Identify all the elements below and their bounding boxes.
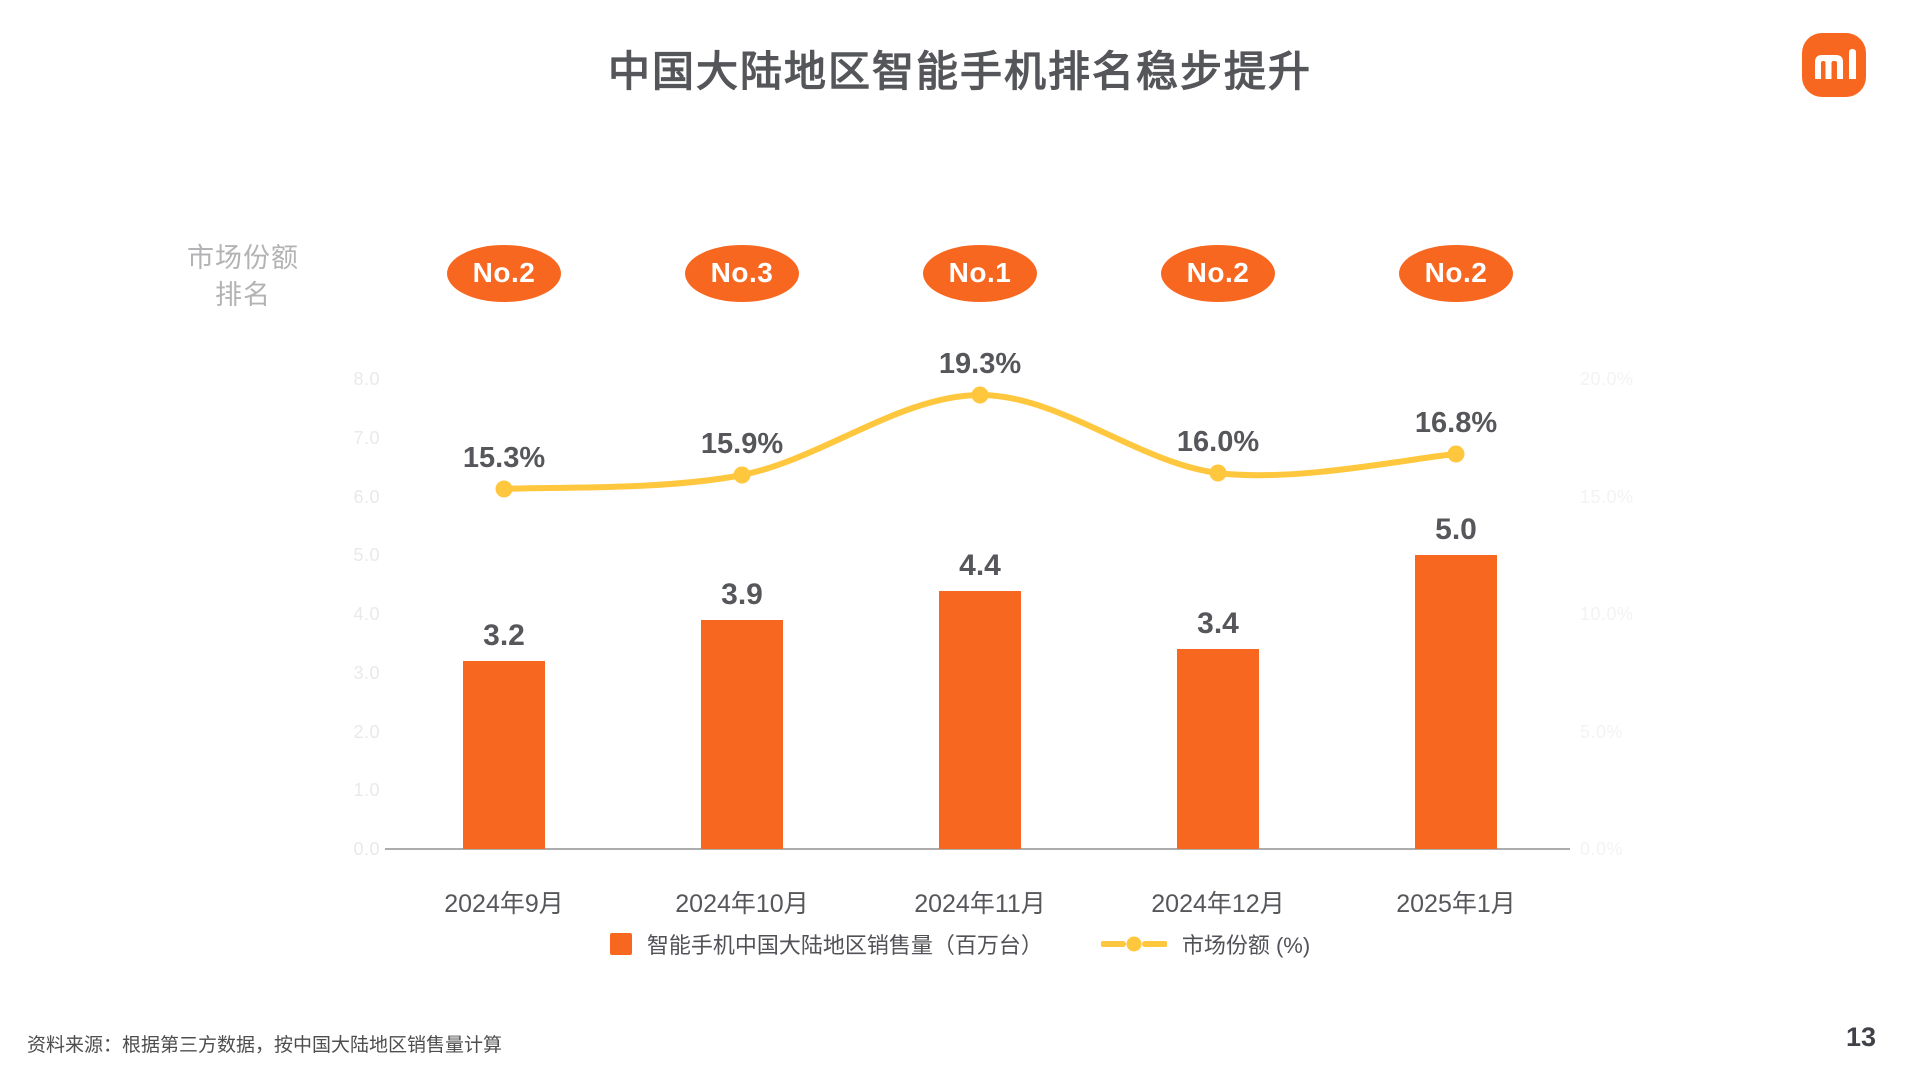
x-axis-label: 2024年9月 [444,890,564,918]
left-axis-tick: 7.0 [353,427,380,448]
market-share-point [1447,445,1465,463]
x-axis-label: 2024年10月 [675,890,809,918]
x-axis-label: 2025年1月 [1396,890,1516,918]
market-share-label: 16.8% [1414,407,1498,439]
left-axis-tick: 1.0 [353,780,380,801]
rank-axis-label-line2: 排名 [215,280,271,310]
source-note: 资料来源：根据第三方数据，按中国大陆地区销售量计算 [27,1035,503,1056]
slide-title: 中国大陆地区智能手机排名稳步提升 [607,48,1312,95]
bar-value-label: 4.4 [959,548,1001,582]
legend-item-share: 市场份额 (%) [1100,928,1311,960]
market-share-point [495,480,513,498]
left-axis-tick: 8.0 [353,369,380,389]
left-axis-tick: 5.0 [353,545,380,566]
bar-series-swatch-icon [609,933,632,955]
right-axis-tick: 10.0% [1580,604,1634,624]
right-axis-tick: 20.0% [1580,369,1634,389]
left-axis-tick: 6.0 [353,486,380,507]
xiaomi-mi-logo-icon [1802,33,1866,97]
xiaomi-logo-svg [1802,33,1866,97]
legend-label-share: 市场份额 (%) [1181,933,1311,958]
x-axis-label: 2024年12月 [1151,890,1285,918]
rank-badge: No.1 [923,244,1037,302]
right-axis-tick: 0.0% [1580,839,1624,859]
rank-badge: No.3 [685,244,799,302]
market-share-point [971,386,989,404]
chart-legend: 智能手机中国大陆地区销售量（百万台） 市场份额 (%) [0,928,1920,960]
x-axis-line [385,848,1570,850]
market-share-label: 16.0% [1176,426,1260,458]
market-share-rank-axis-label: 市场份额 排名 [168,240,318,314]
left-axis-tick: 2.0 [353,721,380,742]
page-number: 13 [1845,1022,1876,1052]
left-axis-tick: 0.0 [353,839,380,859]
x-axis-label: 2024年11月 [914,890,1046,918]
sales-bar [939,590,1021,849]
line-series-swatch-icon [1100,936,1167,952]
sales-bar [463,661,545,849]
market-share-label: 15.3% [462,442,546,474]
rank-axis-label-line1: 市场份额 [187,243,299,273]
market-share-label: 15.9% [700,428,784,460]
right-axis-tick: 5.0% [1580,721,1624,742]
market-share-point [733,466,751,484]
bar-value-label: 5.0 [1435,513,1477,547]
sales-bar [1415,555,1497,849]
rank-badge: No.2 [1161,244,1275,302]
bar-value-label: 3.9 [721,577,763,611]
rank-badge: No.2 [1399,244,1513,302]
sales-bar [1177,649,1259,849]
rank-badge: No.2 [447,244,561,302]
market-share-point [1209,464,1227,482]
legend-item-sales: 智能手机中国大陆地区销售量（百万台） [609,928,1043,960]
legend-label-sales: 智能手机中国大陆地区销售量（百万台） [646,933,1043,958]
bar-value-label: 3.4 [1197,607,1239,641]
sales-bar [701,619,783,849]
market-share-label: 19.3% [938,348,1022,380]
bar-value-label: 3.2 [483,619,525,652]
left-axis-tick: 3.0 [353,662,380,683]
right-axis-tick: 15.0% [1580,486,1634,507]
left-axis-tick: 4.0 [353,604,380,624]
